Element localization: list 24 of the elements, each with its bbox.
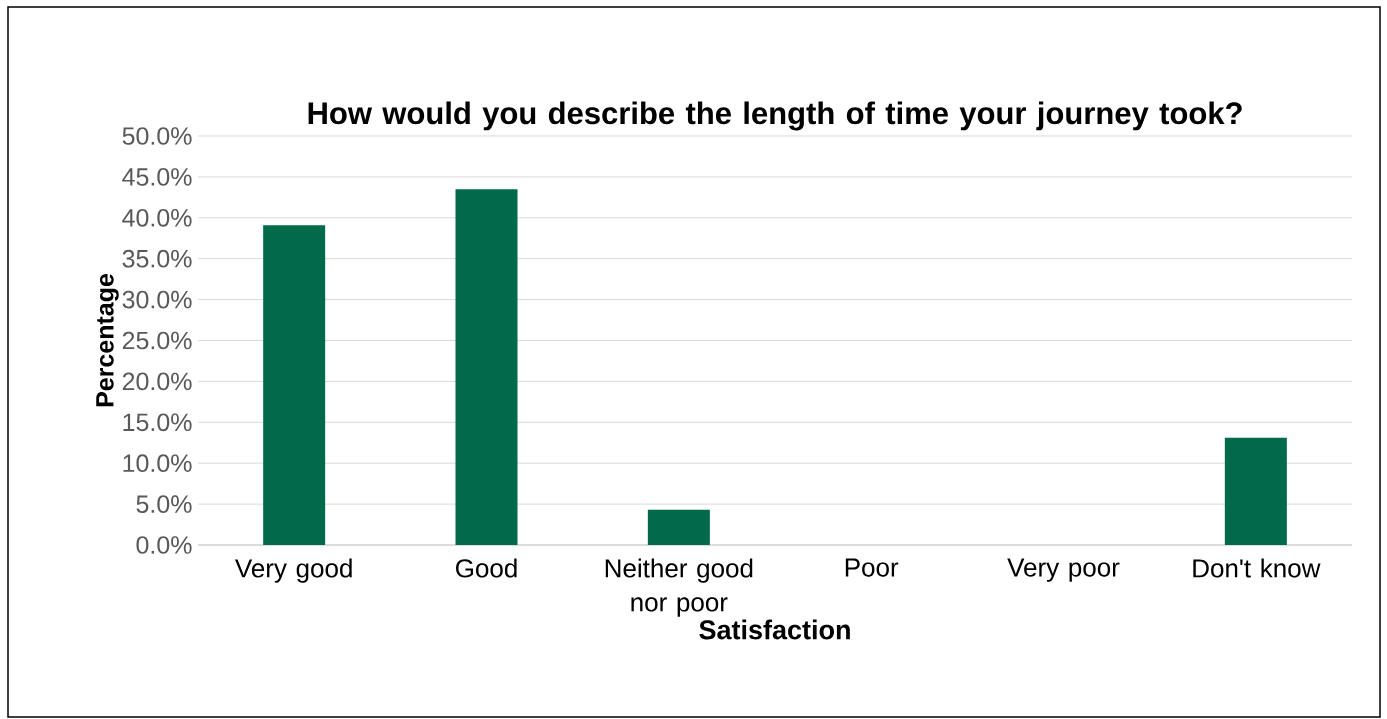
y-tick-label: 35.0% — [122, 249, 192, 268]
y-tick-label: 25.0% — [122, 331, 192, 350]
y-tick-label: 50.0% — [122, 127, 192, 145]
bar — [455, 189, 518, 545]
y-tick-label: 40.0% — [122, 208, 192, 227]
bar — [647, 509, 710, 545]
chart-title: How would you describe the length of time your journey took? — [308, 101, 1242, 131]
x-tick-label: Very poor — [1007, 558, 1120, 582]
x-tick-label: Poor — [845, 558, 899, 577]
x-tick-label: Don't know — [1193, 558, 1321, 578]
y-tick-label: 45.0% — [122, 168, 192, 186]
bar — [1224, 437, 1287, 545]
y-tick-label: 5.0% — [136, 495, 192, 513]
x-tick-label: Neither good nor poor — [605, 558, 753, 617]
y-tick-label: 10.0% — [123, 454, 192, 473]
y-tick-label: 0.0% — [136, 536, 192, 554]
y-tick-label: 20.0% — [122, 372, 192, 391]
x-axis-title: Satisfaction — [699, 619, 850, 640]
x-tick-label: Good — [456, 558, 517, 578]
y-tick-label: 30.0% — [122, 290, 192, 309]
y-axis-title: Percentage — [96, 273, 119, 407]
x-tick-label: Very good — [235, 558, 352, 583]
bar — [263, 225, 326, 545]
y-tick-label: 15.0% — [123, 413, 192, 432]
